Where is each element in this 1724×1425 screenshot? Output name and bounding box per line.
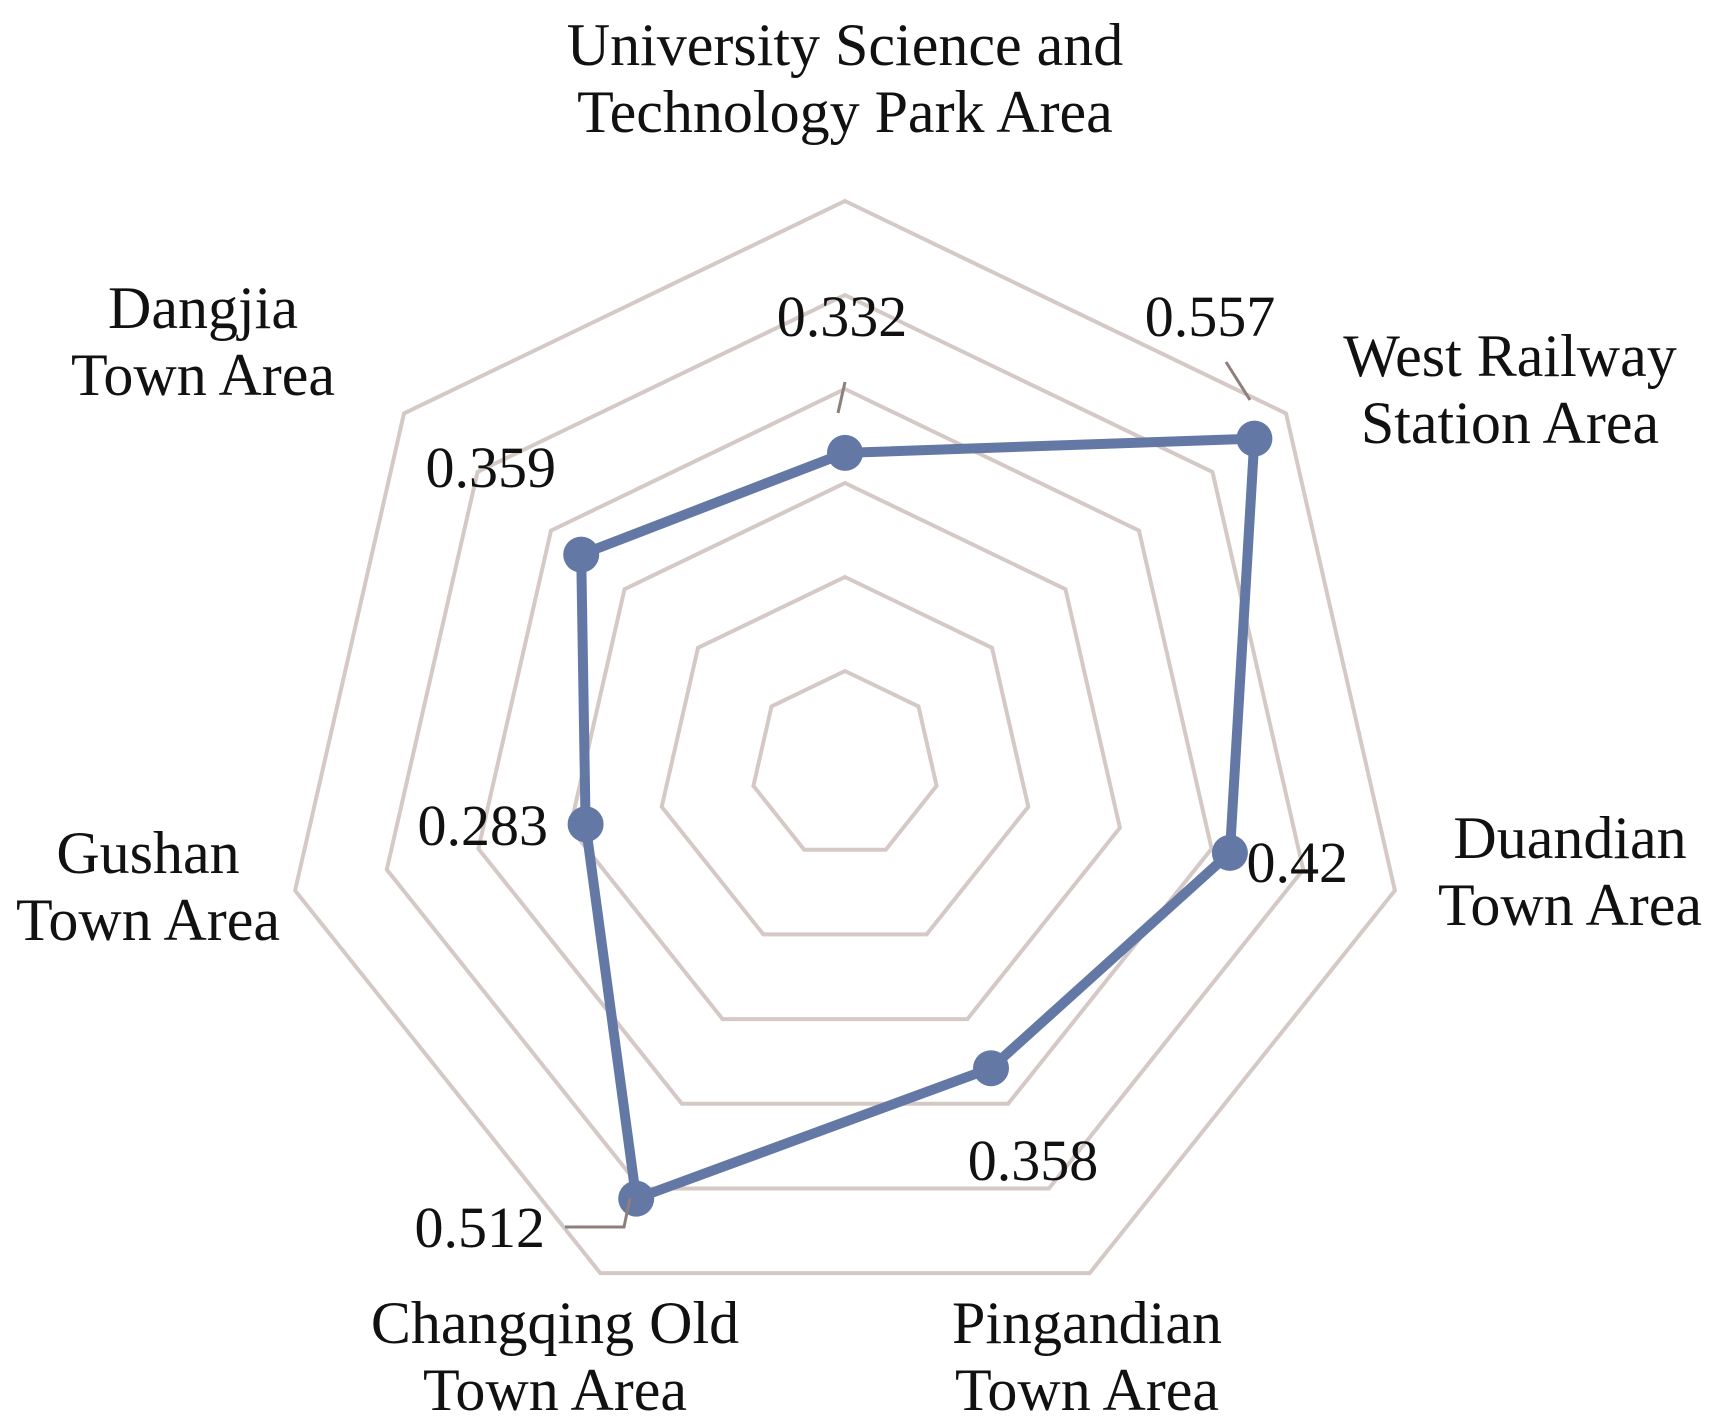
value-labels: 0.332 0.557 0.42 0.358 0.512 0.283 0.359 [415, 284, 1349, 1260]
grid-ring-4 [476, 386, 1214, 1106]
data-point [973, 1050, 1009, 1087]
axis-label: Gushan Town Area [16, 820, 280, 953]
value-label: 0.557 [1145, 284, 1276, 349]
axis-label: Pingandian Town Area [952, 1290, 1222, 1423]
axis-label-line: University Science and [567, 12, 1124, 78]
axis-label-line: Town Area [16, 887, 280, 953]
value-label: 0.283 [418, 793, 549, 858]
axis-label-line: Pingandian [952, 1290, 1222, 1356]
axis-label: Dangjia Town Area [71, 275, 335, 408]
axis-label-line: Town Area [71, 342, 335, 408]
value-label: 0.332 [777, 284, 908, 349]
grid-ring-5 [384, 292, 1306, 1191]
axis-label-line: Gushan [56, 820, 239, 886]
axis-label-line: Changqing Old [371, 1290, 739, 1356]
value-label: 0.359 [426, 435, 557, 500]
series-layer [563, 420, 1273, 1217]
axis-labels: University Science and Technology Park Ar… [16, 12, 1702, 1423]
axis-label: West Railway Station Area [1343, 323, 1676, 456]
axis-label-line: Town Area [423, 1357, 687, 1423]
data-point [827, 434, 863, 471]
data-point [563, 536, 600, 573]
axis-label-line: Duandian [1453, 805, 1686, 871]
leader-line [565, 1197, 632, 1229]
leader-line [1224, 361, 1252, 401]
leader-line [836, 381, 847, 414]
grid-ring-3 [567, 480, 1123, 1022]
axis-label: University Science and Technology Park Ar… [567, 12, 1124, 145]
axis-label-line: Station Area [1361, 390, 1659, 456]
leader-lines [565, 361, 1252, 1229]
value-label: 0.358 [968, 1128, 1099, 1193]
axis-label-line: West Railway [1343, 323, 1676, 389]
axis-label: Changqing Old Town Area [371, 1290, 739, 1423]
axis-label-line: Town Area [955, 1357, 1219, 1423]
series-line [576, 433, 1260, 1204]
axis-label-line: Technology Park Area [577, 79, 1113, 145]
value-label: 0.512 [415, 1195, 546, 1260]
data-point [1211, 834, 1248, 871]
data-point [1236, 420, 1273, 457]
value-label: 0.42 [1247, 830, 1349, 895]
grid-ring-2 [659, 574, 1031, 937]
data-point [567, 806, 604, 843]
axis-label-line: Town Area [1438, 872, 1702, 938]
axis-label-line: Dangjia [108, 275, 298, 341]
grid-rings [292, 198, 1398, 1276]
data-point [618, 1180, 655, 1217]
axis-label: Duandian Town Area [1438, 805, 1702, 938]
grid-ring-1 [751, 668, 939, 852]
grid-ring-6 [292, 198, 1398, 1276]
